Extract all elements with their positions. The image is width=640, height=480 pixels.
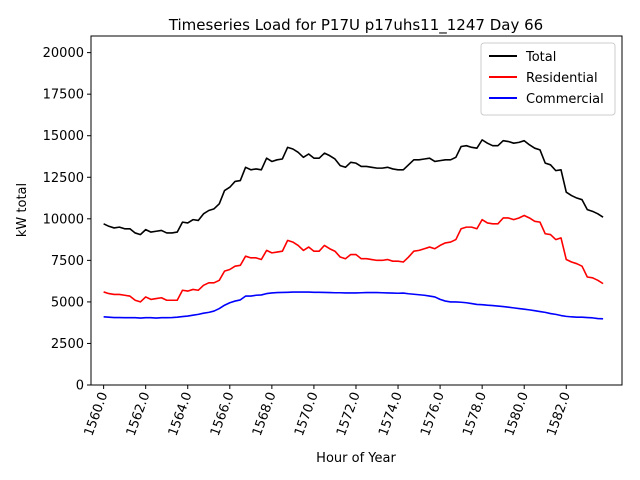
plot-frame [90, 35, 623, 386]
y-axis-label: kW total [15, 183, 30, 237]
legend: Total Residential Commercial [480, 42, 616, 116]
y-tick-label: 15000 [43, 129, 84, 144]
legend-label-commercial: Commercial [526, 92, 604, 107]
series-line-total [103, 139, 604, 236]
series-line-commercial [103, 291, 604, 320]
chart-title: Timeseries Load for P17U p17uhs11_1247 D… [168, 16, 543, 35]
y-tick-label: 12500 [43, 171, 84, 186]
legend-label-total: Total [525, 50, 556, 65]
series-line-residential [103, 214, 604, 303]
y-tick-label: 2500 [51, 337, 84, 352]
y-tick-label: 5000 [51, 295, 84, 310]
y-tick-label: 20000 [43, 46, 84, 61]
series-lines [103, 139, 604, 320]
y-axis-ticks: 0 2500 5000 7500 10000 12500 15000 17500 20000 [43, 46, 91, 394]
y-tick-label: 0 [76, 379, 84, 394]
y-tick-label: 17500 [43, 88, 84, 103]
legend-label-residential: Residential [526, 71, 598, 86]
y-tick-label: 7500 [51, 254, 84, 269]
x-axis-label: Hour of Year [316, 451, 396, 466]
y-tick-label: 10000 [43, 212, 84, 227]
